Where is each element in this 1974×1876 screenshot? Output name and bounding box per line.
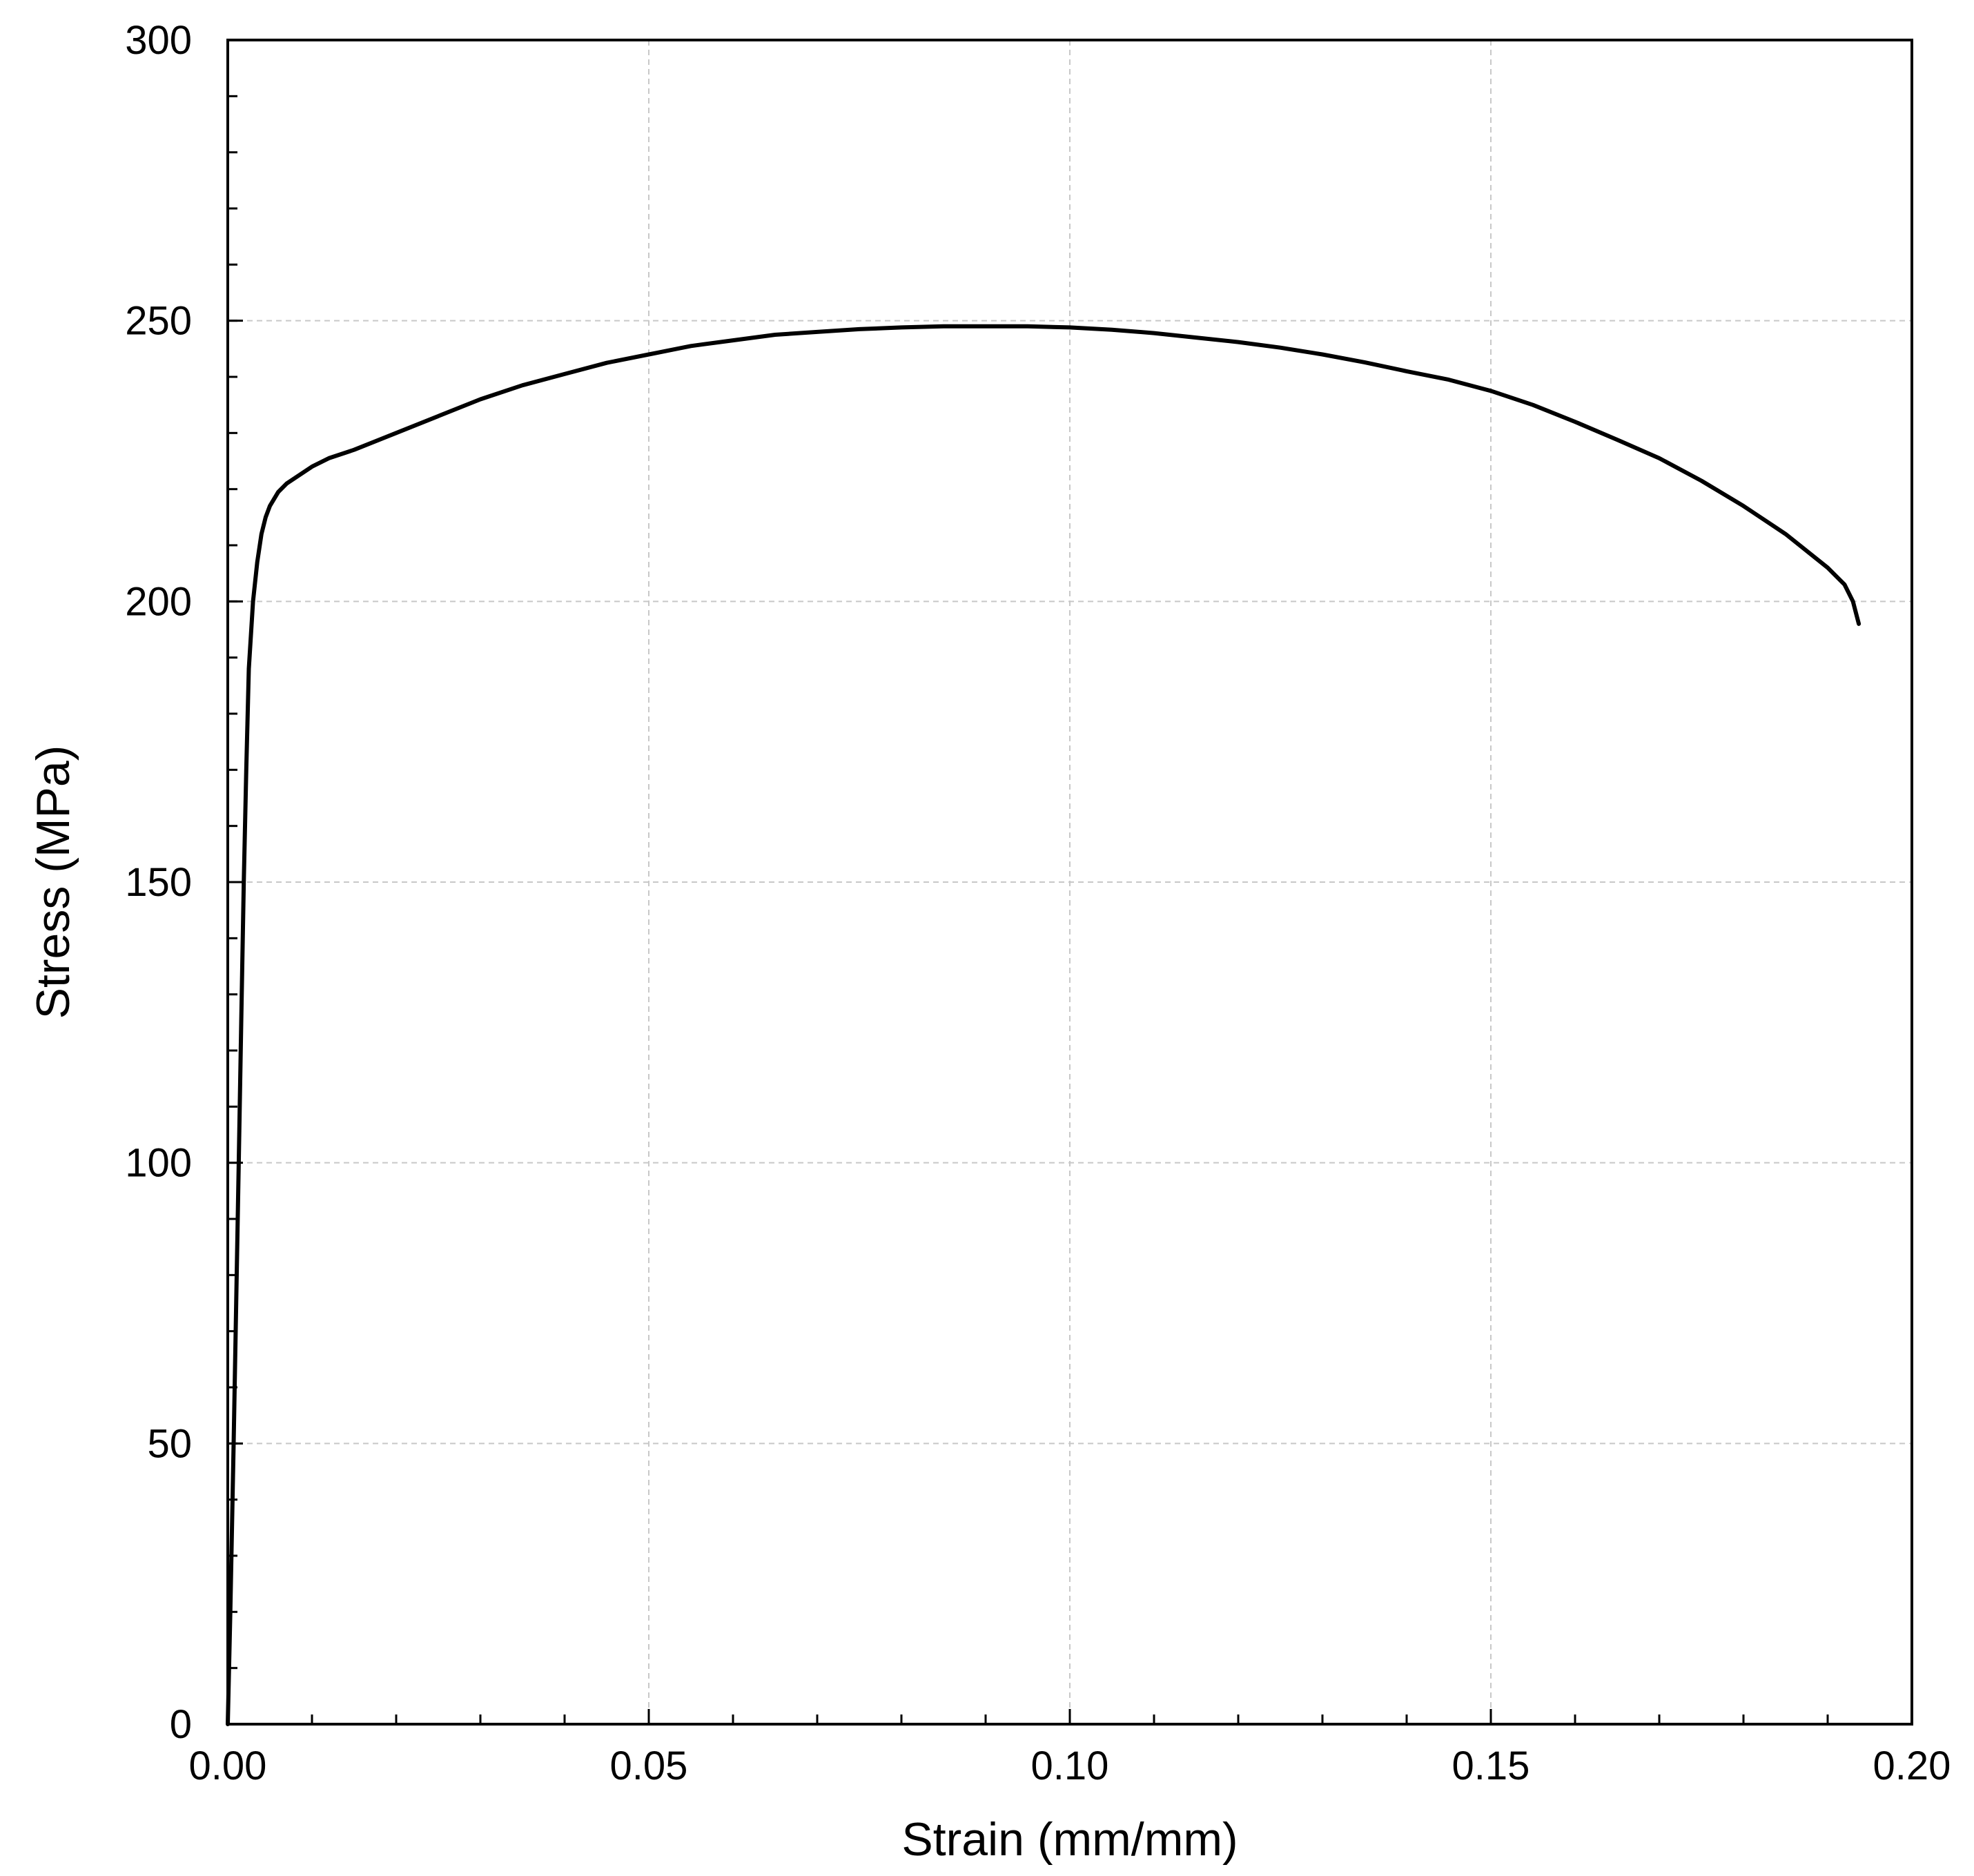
series-layer bbox=[226, 324, 1861, 1726]
grid-lines bbox=[228, 40, 1912, 1724]
x-tick-label: 0.15 bbox=[1452, 1743, 1530, 1788]
y-tick-label: 150 bbox=[125, 860, 192, 905]
y-tick-label: 200 bbox=[125, 579, 192, 624]
y-tick-label: 0 bbox=[170, 1702, 192, 1747]
y-tick-label: 100 bbox=[125, 1141, 192, 1186]
y-tick-label: 250 bbox=[125, 299, 192, 344]
x-tick-labels: 0.00 0.05 0.10 0.15 0.20 bbox=[189, 1743, 1951, 1788]
stress-strain-curve bbox=[226, 324, 1861, 1726]
x-tick-label: 0.10 bbox=[1031, 1743, 1109, 1788]
x-tick-label: 0.20 bbox=[1873, 1743, 1951, 1788]
x-axis-label: Strain (mm/mm) bbox=[901, 1813, 1238, 1866]
y-axis-label: Stress (MPa) bbox=[27, 745, 79, 1019]
y-tick-label: 300 bbox=[125, 18, 192, 63]
y-tick-labels: 0 50 100 150 200 250 300 bbox=[125, 18, 192, 1747]
minor-ticks bbox=[228, 95, 1829, 1724]
x-tick-label: 0.00 bbox=[189, 1743, 267, 1788]
y-tick-label: 50 bbox=[147, 1421, 192, 1466]
plot-frame bbox=[226, 39, 1913, 1726]
x-tick-label: 0.05 bbox=[610, 1743, 688, 1788]
